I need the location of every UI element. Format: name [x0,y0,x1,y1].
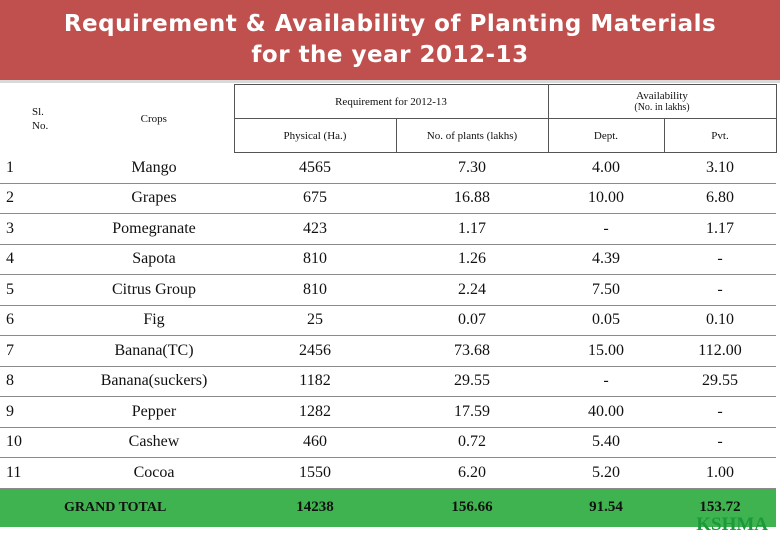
cell-dept: 7.50 [548,274,664,306]
total-plants: 156.66 [396,488,548,527]
total-pvt: 153.72 [664,488,776,527]
header-pvt: Pvt. [663,118,777,153]
cell-sl: 10 [0,427,74,458]
title-shadow [0,80,780,83]
header-plants: No. of plants (lakhs) [395,118,549,153]
page-title-line1: Requirement & Availability of Planting M… [63,11,717,37]
planting-materials-table: Sl. No. Crops Requirement for 2012-13 Av… [0,84,777,527]
table-row: 10 Cashew 460 0.72 5.40- [0,427,776,458]
cell-crop: Citrus Group [74,274,234,306]
cell-sl: 4 [0,244,74,275]
table-row: 6 Fig 25 0.07 0.05 0.10 [0,305,776,336]
cell-physical: 1550 [234,457,396,489]
cell-dept: 5.40 [548,427,664,458]
table-row: 2 Grapes 675 16.88 10.00 6.80 [0,183,776,214]
cell-physical: 675 [234,183,396,214]
cell-pvt: 112.00 [664,335,776,367]
brand-logo-text: KSHMA [696,514,768,535]
cell-physical: 4565 [234,152,396,184]
cell-plants: 73.68 [396,335,548,367]
cell-plants: 2.24 [396,274,548,306]
cell-crop: Pomegranate [74,213,234,245]
cell-sl: 9 [0,396,74,428]
table-row: 3 Pomegranate 423 1.17-1.17 [0,213,776,245]
cell-plants: 17.59 [396,396,548,428]
cell-dept: 4.39 [548,244,664,275]
cell-physical: 25 [234,305,396,336]
cell-pvt: 29.55 [664,366,776,397]
table-row: 11 Cocoa 1550 6.20 5.20 1.00 [0,457,776,489]
table-row: 7 Banana(TC) 2456 73.68 15.00 112.00 [0,335,776,367]
cell-plants: 0.72 [396,427,548,458]
header-availability: Availability (No. in lakhs) [547,84,777,119]
cell-dept: 5.20 [548,457,664,489]
cell-crop: Mango [74,152,234,184]
cell-plants: 6.20 [396,457,548,489]
cell-pvt: 6.80 [664,183,776,214]
cell-sl: 6 [0,305,74,336]
header-crops: Crops [140,112,167,125]
cell-crop: Cashew [74,427,234,458]
title-banner: Requirement & Availability of Planting M… [0,0,780,80]
header-physical: Physical (Ha.) [233,118,397,153]
cell-physical: 460 [234,427,396,458]
cell-plants: 29.55 [396,366,548,397]
table-row: 5 Citrus Group 810 2.24 7.50- [0,274,776,306]
cell-dept: 15.00 [548,335,664,367]
cell-pvt: - [664,396,776,428]
cell-crop: Pepper [74,396,234,428]
page-title-line2: for the year 2012-13 [251,42,529,68]
cell-sl: 5 [0,274,74,306]
cell-crop: Sapota [74,244,234,275]
cell-sl: 1 [0,152,74,184]
header-sl-no: Sl. No. [32,105,49,132]
cell-dept: - [548,366,664,397]
cell-pvt: - [664,244,776,275]
cell-sl: 7 [0,335,74,367]
header-requirement: Requirement for 2012-13 [233,84,549,119]
cell-dept: - [548,213,664,245]
cell-dept: 40.00 [548,396,664,428]
table-row: 1 Mango 4565 7.30 4.00 3.10 [0,152,776,184]
grand-total-label: GRAND TOTAL [0,488,234,527]
table-row: 4 Sapota 810 1.26 4.39- [0,244,776,275]
cell-dept: 4.00 [548,152,664,184]
cell-plants: 1.17 [396,213,548,245]
cell-pvt: 3.10 [664,152,776,184]
cell-sl: 11 [0,457,74,489]
cell-pvt: - [664,427,776,458]
cell-dept: 10.00 [548,183,664,214]
total-dept: 91.54 [548,488,664,527]
table-row: 8 Banana(suckers) 1182 29.55-29.55 [0,366,776,397]
cell-plants: 0.07 [396,305,548,336]
cell-crop: Banana(suckers) [74,366,234,397]
cell-physical: 423 [234,213,396,245]
cell-plants: 1.26 [396,244,548,275]
cell-pvt: - [664,274,776,306]
cell-sl: 3 [0,213,74,245]
cell-pvt: 1.17 [664,213,776,245]
cell-pvt: 0.10 [664,305,776,336]
cell-pvt: 1.00 [664,457,776,489]
cell-physical: 1282 [234,396,396,428]
cell-physical: 1182 [234,366,396,397]
cell-plants: 16.88 [396,183,548,214]
header-dept: Dept. [547,118,665,153]
cell-physical: 810 [234,274,396,306]
cell-crop: Cocoa [74,457,234,489]
cell-crop: Banana(TC) [74,335,234,367]
table-row: 9 Pepper 1282 17.59 40.00- [0,396,776,428]
cell-physical: 810 [234,244,396,275]
total-physical: 14238 [234,488,396,527]
cell-dept: 0.05 [548,305,664,336]
grand-total-row: GRAND TOTAL 14238 156.66 91.54 153.72 [0,488,776,527]
cell-crop: Grapes [74,183,234,214]
cell-crop: Fig [74,305,234,336]
cell-sl: 8 [0,366,74,397]
cell-physical: 2456 [234,335,396,367]
cell-sl: 2 [0,183,74,214]
cell-plants: 7.30 [396,152,548,184]
